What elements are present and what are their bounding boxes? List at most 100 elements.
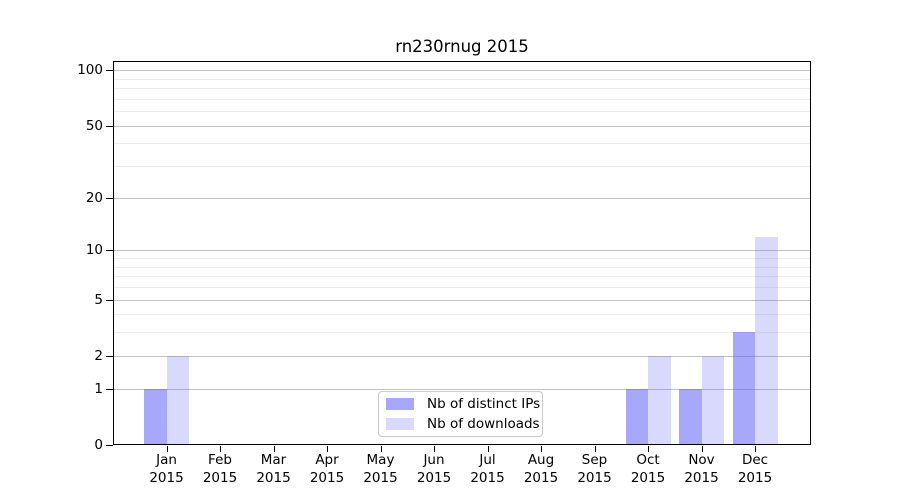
x-tick-label-jul: Jul 2015 [448, 452, 528, 487]
x-tick-month: Apr [315, 452, 339, 468]
legend-entry-distinct-ips: Nb of distinct IPs [385, 396, 540, 412]
gridline-minor [113, 286, 811, 288]
x-tick-year: 2015 [363, 469, 398, 486]
x-tick-month: Jan [156, 452, 177, 468]
gridline-major [113, 355, 811, 357]
legend-label-downloads: Nb of downloads [427, 416, 540, 432]
gridline-minor [113, 88, 811, 89]
gridline-minor [113, 78, 811, 80]
legend-entry-downloads: Nb of downloads [385, 416, 540, 432]
gridline-minor [113, 332, 811, 334]
x-tick-month: Jun [423, 452, 445, 468]
x-tick-year: 2015 [684, 469, 719, 486]
bar-downloads-dec [755, 236, 778, 445]
x-tick-mark [434, 446, 435, 452]
y-tick-mark [106, 445, 113, 446]
gridline-major [113, 197, 811, 199]
x-tick-label-apr: Apr 2015 [287, 452, 367, 487]
x-tick-year: 2015 [149, 469, 184, 486]
gridline-major [113, 250, 811, 252]
x-tick-year: 2015 [523, 469, 559, 486]
x-tick-month: Dec [741, 452, 769, 468]
x-tick-month: Mar [260, 452, 287, 468]
x-tick-label-mar: Mar 2015 [234, 452, 314, 487]
x-tick-year: 2015 [202, 469, 238, 486]
x-tick-mark [541, 446, 542, 452]
y-tick-mark [106, 70, 113, 72]
bar-downloads-nov [701, 355, 724, 445]
gridline-minor [113, 314, 811, 316]
gridline-minor [113, 266, 811, 268]
x-tick-mark [327, 446, 328, 452]
x-tick-mark [701, 446, 703, 452]
x-tick-mark [594, 446, 596, 452]
legend-swatch-distinct-ips-icon [386, 398, 414, 410]
x-tick-label-jun: Jun 2015 [394, 452, 474, 487]
bar-distinct-ips-jan [144, 388, 167, 445]
y-tick-mark [106, 355, 113, 357]
legend: Nb of distinct IPs Nb of downloads [378, 391, 543, 437]
gridline-minor [113, 166, 811, 168]
y-tick-label-0: 0 [94, 437, 103, 453]
y-tick-label-1: 1 [94, 380, 103, 397]
y-tick-label-10: 10 [85, 242, 103, 259]
x-tick-mark [273, 446, 275, 452]
x-tick-label-nov: Nov 2015 [662, 452, 742, 487]
x-tick-mark [166, 446, 168, 452]
x-tick-month: Aug [527, 452, 555, 468]
x-tick-month: Sep [581, 452, 608, 468]
y-tick-label-2: 2 [94, 347, 103, 364]
x-tick-month: Oct [636, 452, 660, 468]
y-tick-label-5: 5 [94, 291, 103, 308]
x-tick-label-sep: Sep 2015 [555, 452, 635, 487]
y-tick-mark [106, 125, 113, 127]
x-tick-month: Feb [208, 452, 232, 468]
x-tick-year: 2015 [416, 469, 452, 486]
gridline-minor [113, 276, 811, 278]
bar-distinct-ips-oct [625, 388, 648, 445]
x-tick-label-dec: Dec 2015 [715, 452, 795, 487]
y-tick-label-100: 100 [77, 62, 103, 79]
x-tick-year: 2015 [309, 469, 345, 486]
y-tick-mark [106, 250, 113, 252]
gridline-minor [113, 143, 811, 145]
x-tick-month: May [366, 452, 395, 468]
legend-swatch-downloads-icon [386, 418, 414, 430]
x-tick-year: 2015 [737, 469, 773, 486]
x-tick-mark [648, 446, 649, 452]
gridline-minor [113, 98, 811, 100]
y-tick-label-50: 50 [85, 117, 103, 134]
x-tick-mark [380, 446, 382, 452]
x-tick-month: Nov [688, 452, 715, 468]
chart-title: rn230rnug 2015 [395, 37, 529, 56]
x-tick-year: 2015 [256, 469, 291, 486]
x-tick-year: 2015 [577, 469, 612, 486]
gridline-major [113, 299, 811, 301]
x-tick-mark [487, 446, 489, 452]
x-tick-label-may: May 2015 [341, 452, 421, 487]
plot-area [113, 61, 811, 445]
x-tick-label-jan: Jan 2015 [127, 452, 207, 487]
legend-label-distinct-ips: Nb of distinct IPs [427, 396, 541, 412]
bar-distinct-ips-dec [732, 332, 755, 445]
gridline-major [113, 70, 811, 72]
x-tick-label-oct: Oct 2015 [608, 452, 688, 487]
x-tick-label-feb: Feb 2015 [180, 452, 260, 487]
y-tick-label-20: 20 [85, 189, 103, 206]
x-tick-year: 2015 [470, 469, 505, 486]
bar-downloads-jan [166, 355, 189, 445]
x-tick-label-aug: Aug 2015 [501, 452, 581, 487]
y-tick-mark [106, 197, 113, 199]
x-tick-month: Jul [479, 452, 496, 468]
y-tick-mark [106, 299, 113, 301]
gridline-minor [113, 258, 811, 259]
gridline-major [113, 125, 811, 127]
bar-distinct-ips-nov [679, 388, 702, 445]
bar-downloads-oct [648, 355, 671, 445]
x-tick-mark [755, 446, 756, 452]
x-tick-mark [220, 446, 221, 452]
y-tick-mark [106, 388, 113, 390]
gridline-major [113, 388, 811, 390]
gridline-minor [113, 111, 811, 113]
